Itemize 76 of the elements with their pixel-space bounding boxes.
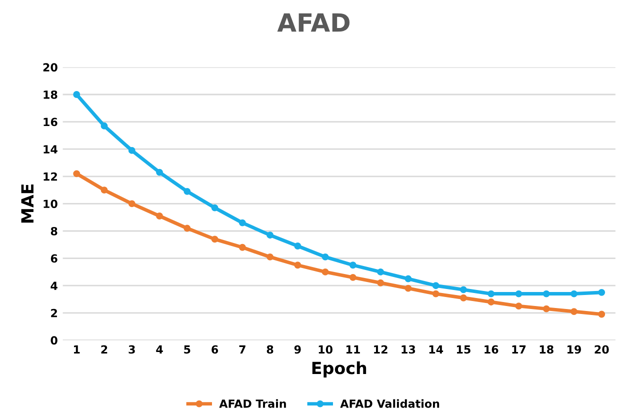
point — [432, 282, 440, 290]
point — [349, 262, 356, 269]
point — [238, 219, 246, 226]
x-tick-label: 1 — [74, 345, 80, 354]
point — [156, 212, 163, 220]
point — [156, 168, 163, 176]
x-tick-label: 13 — [402, 345, 416, 354]
y-tick-label: 16 — [44, 118, 58, 126]
y-tick-label: 8 — [50, 226, 58, 236]
point — [128, 146, 136, 154]
x-tick-label: 2 — [101, 345, 108, 354]
point — [184, 224, 191, 232]
x-tick-label: 6 — [212, 345, 218, 354]
point — [294, 262, 302, 269]
point — [238, 244, 246, 251]
point — [598, 310, 606, 318]
y-tick-label: 18 — [44, 90, 58, 99]
y-axis-title: MAE — [21, 184, 34, 223]
x-tick-label: 14 — [429, 345, 444, 354]
point — [211, 204, 218, 212]
x-tick-label: 15 — [456, 345, 470, 354]
point — [349, 274, 356, 281]
x-tick-label: 4 — [156, 345, 163, 354]
point — [515, 302, 522, 310]
legend-label: AFAD Train — [219, 399, 286, 408]
point — [266, 253, 274, 260]
point — [460, 286, 467, 294]
point — [377, 279, 384, 286]
point — [542, 290, 550, 298]
x-tick-label: 16 — [484, 345, 498, 354]
x-tick-label: 18 — [540, 345, 554, 354]
x-tick-label: 9 — [294, 345, 301, 354]
point — [211, 236, 218, 243]
point — [100, 186, 108, 194]
x-tick-label: 3 — [128, 345, 135, 354]
point — [266, 232, 274, 239]
x-tick-label: 19 — [568, 345, 582, 354]
point — [322, 253, 329, 260]
x-tick-label: 7 — [239, 345, 246, 354]
point — [570, 308, 578, 316]
point — [515, 290, 522, 298]
y-tick-label: 12 — [44, 172, 57, 181]
y-tick-label: 14 — [44, 145, 58, 154]
y-tick-label: 4 — [50, 282, 58, 290]
x-tick-label: 5 — [184, 345, 190, 354]
x-tick-label: 11 — [346, 345, 360, 354]
x-axis-title: Epoch — [312, 361, 366, 378]
point — [100, 122, 108, 130]
point — [432, 290, 440, 298]
point — [488, 290, 495, 298]
point — [322, 268, 329, 276]
point — [184, 188, 191, 195]
y-tick-label: 0 — [50, 336, 58, 345]
y-tick-label: 10 — [44, 200, 58, 208]
x-tick-label: 8 — [266, 345, 274, 354]
point — [128, 200, 136, 208]
legend-label: AFAD Validation — [340, 399, 440, 408]
x-tick-label: 17 — [512, 345, 526, 354]
point — [73, 91, 80, 98]
point — [570, 290, 578, 298]
x-tick-label: 12 — [374, 345, 388, 354]
point — [377, 268, 384, 276]
chart-title: AFAD — [277, 13, 350, 32]
y-tick-label: 6 — [50, 254, 58, 263]
point — [404, 284, 412, 292]
point — [598, 288, 606, 296]
y-tick-label: 2 — [51, 308, 57, 318]
point — [294, 242, 302, 250]
point — [542, 305, 550, 312]
point — [488, 298, 495, 306]
point — [460, 294, 467, 302]
x-tick-label: 20 — [594, 345, 609, 354]
x-tick-label: 10 — [318, 345, 333, 354]
point — [404, 275, 412, 282]
y-tick-label: 20 — [43, 63, 58, 72]
point — [73, 170, 80, 178]
